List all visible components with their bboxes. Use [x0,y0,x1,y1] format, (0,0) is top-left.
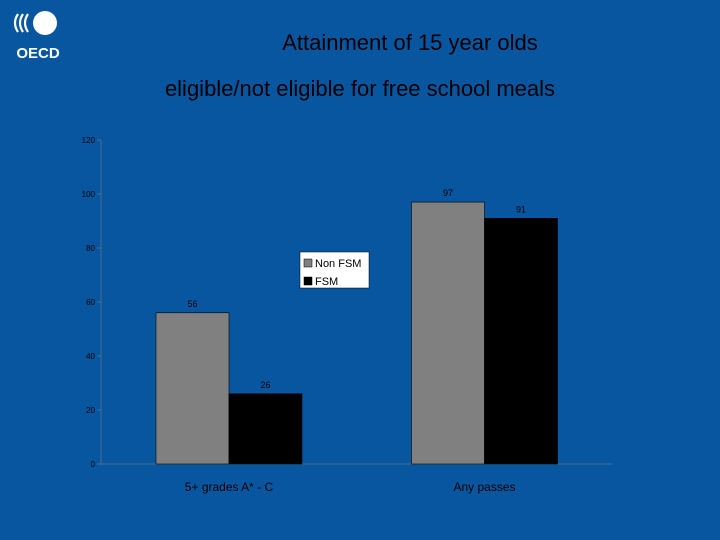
bar-fsm [228,393,303,465]
y-tick-label: 80 [86,244,95,253]
oecd-logo: OECD [8,8,68,64]
chart-title-line1: Attainment of 15 year olds [282,30,538,55]
data-label: 97 [443,188,453,198]
data-label: 26 [260,380,270,390]
x-category-label: 5+ grades A* - C [185,480,274,494]
bar-nonfsm [155,312,230,465]
logo-text: OECD [16,45,60,62]
legend-swatch [303,276,313,286]
y-tick-label: 40 [86,352,95,361]
y-tick-label: 120 [82,136,96,145]
chart-title-line2: eligible/not eligible for free school me… [164,76,556,101]
y-tick-label: 0 [91,460,96,469]
legend-label: FSM [315,276,338,288]
y-tick-label: 60 [86,298,95,307]
legend-swatch [303,258,313,268]
legend-label: Non FSM [315,258,361,270]
x-category-label: Any passes [453,480,515,494]
data-label: 91 [516,204,526,214]
bar-nonfsm [411,201,485,465]
y-tick-label: 100 [82,190,96,199]
bar-fsm [484,218,558,465]
y-tick-label: 20 [86,406,95,415]
data-label: 56 [187,299,197,309]
